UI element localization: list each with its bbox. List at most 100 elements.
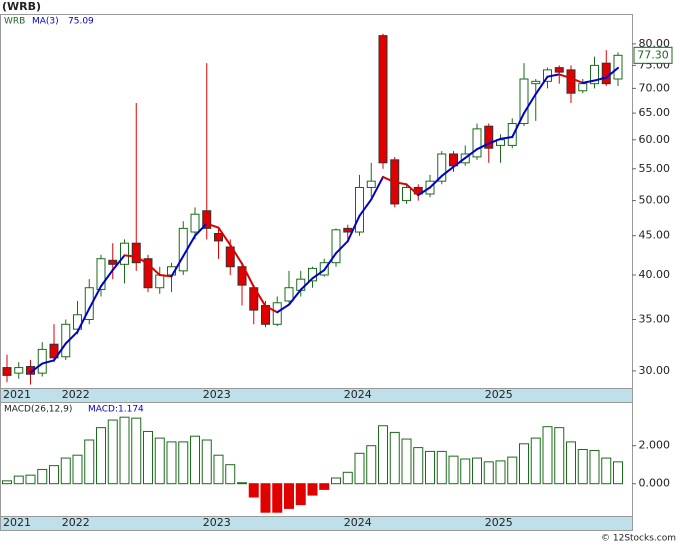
macd-bar [519,443,529,485]
macd-bar [295,483,306,506]
candle-body [554,67,564,73]
macd-bar [389,431,400,485]
macd-bar [401,438,412,485]
candle-body [14,367,24,374]
ma-segment [111,254,126,272]
y-tick-label: 80.00 [639,37,671,50]
candle-body [37,348,47,374]
ma-segment [605,66,619,79]
macd-bar [72,454,83,485]
ma-segment [346,214,361,243]
ma-segment [88,285,102,310]
macd-bar [413,447,424,485]
x-tick-label: 2021 [3,516,31,529]
ma-segment [429,174,443,189]
candle-body [484,125,494,149]
y-tick-label: 60.00 [639,133,671,146]
candle-body [566,69,576,94]
chart-title: (WRB) [2,0,41,13]
macd-bar [589,449,600,485]
x-tick-label: 2022 [62,388,90,401]
x-tick-label: 2021 [3,388,31,401]
ma-segment [41,359,55,365]
ma-segment [53,342,67,362]
macd-bar [366,445,377,485]
macd-bar [613,461,623,485]
macd-bar [37,468,48,485]
last-price-label: 77.30 [637,48,669,61]
candle-body [225,246,235,268]
ma-segment [241,262,255,288]
x-tick-label: 2025 [485,388,513,401]
macd-bar [436,450,447,485]
macd-bar [260,483,271,513]
macd-bar [307,483,318,496]
x-axis-strip [0,516,633,531]
ma-segment [452,156,467,168]
x-tick-label: 2024 [344,516,372,529]
ma-segment [323,252,337,272]
ma-segment [358,198,373,217]
candle-body [590,64,599,85]
ma-segment [476,142,490,151]
macd-bar [154,437,165,485]
candle-body [355,187,364,233]
legend-ticker: WRB [4,17,25,27]
ma-segment [288,288,302,306]
ma-segment [487,137,502,145]
macd-bar [554,427,565,485]
candle-body [84,287,94,321]
candle-body [108,259,118,265]
ma-segment [558,73,572,80]
candle-body [531,80,541,85]
macd-bar [460,458,471,485]
macd-bar [530,437,541,485]
candle-body [378,35,388,164]
ma-segment [158,273,173,278]
ma-segment [570,77,584,84]
ma-segment [170,255,185,278]
macd-bar [542,426,553,485]
candle-body [507,123,517,146]
candle-body [96,258,106,290]
ma-segment [393,181,408,186]
ma-segment [64,330,79,345]
ma-segment [405,183,420,197]
macd-bar [483,461,494,485]
candle-body [366,180,376,189]
candle-body [272,302,282,325]
ma-segment [123,254,138,258]
macd-bar [566,441,576,485]
ma-segment [593,76,608,82]
macd-bar [272,483,283,513]
macd-bar [213,454,224,485]
y-tick-label: 0.000 [639,477,671,490]
y-tick-label: 2.000 [639,439,671,452]
ma-segment [264,305,279,314]
candle-body [437,153,447,182]
footer: © 12Stocks.com [601,534,676,544]
ma-segment [76,307,91,333]
macd-title: MACD(26,12,9) [4,405,72,415]
ma-segment [464,148,478,159]
candle-body [2,367,12,376]
ma-segment [182,234,196,258]
candle-body [143,258,153,289]
macd-bar [60,457,71,485]
candle-body [202,210,212,229]
ma-segment [252,285,267,308]
ma-segment [370,175,384,201]
y-tick-label: 70.00 [639,81,671,94]
x-tick-label: 2023 [203,516,231,529]
macd-bar [178,441,189,485]
candle-body [472,128,482,158]
y-tick-label: 50.00 [639,194,671,207]
macd-bar [378,425,388,485]
ma-segment [523,93,537,115]
ma-segment [205,222,220,229]
ma-segment [440,165,455,177]
candle-body [131,242,141,264]
candle-body [120,242,129,265]
y-tick-label: 30.00 [639,364,671,377]
